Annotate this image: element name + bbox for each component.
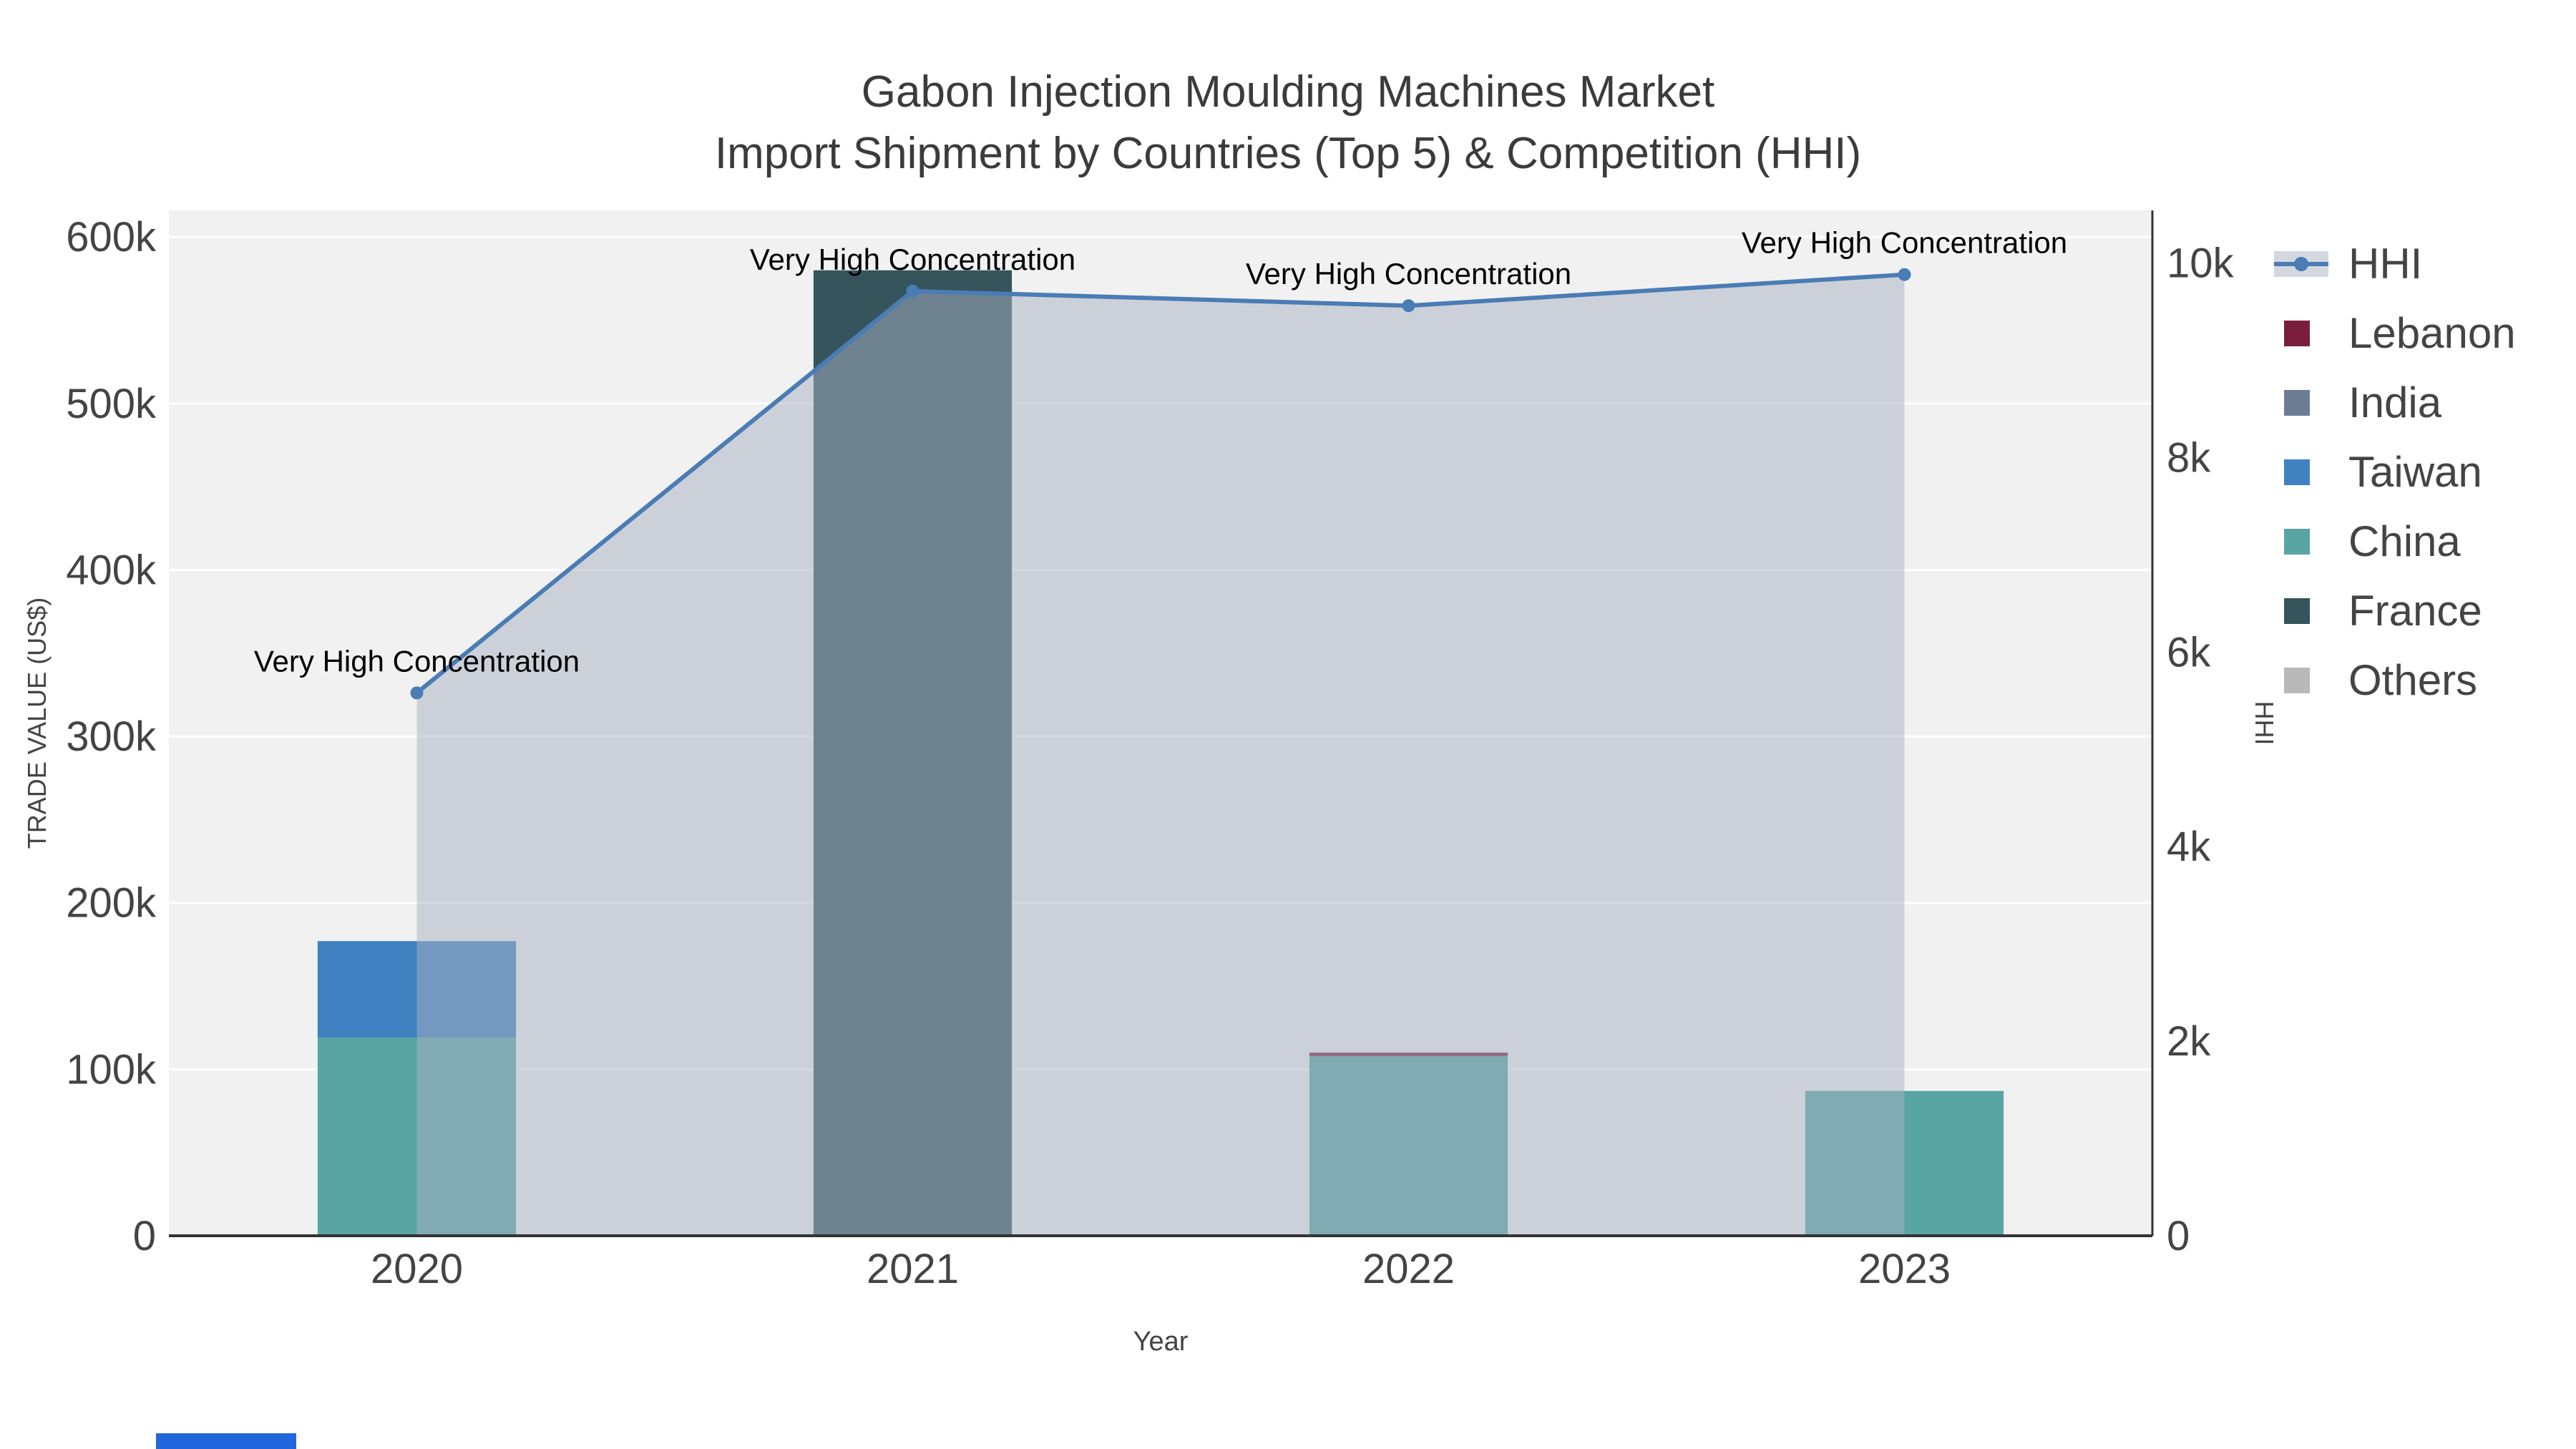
x-axis-tick-2023: 2023: [1858, 1246, 1951, 1292]
legend-square-marker: [2274, 319, 2331, 348]
right-axis-title: HHI: [2250, 701, 2279, 746]
hhi-line: [415, 272, 1905, 695]
legend-item-hhi[interactable]: HHI: [2274, 229, 2516, 298]
legend-item-india[interactable]: India: [2274, 368, 2516, 437]
bottom-blue-strip: [156, 1433, 296, 1449]
legend: HHI Lebanon India Taiwan China France Others: [2274, 229, 2516, 715]
legend-square-marker: [2274, 527, 2331, 556]
right-axis-tick: 10k: [2167, 240, 2235, 286]
x-axis-tick-2021: 2021: [867, 1246, 959, 1292]
left-axis-tick: 200k: [66, 880, 157, 927]
chart-title: Gabon Injection Moulding Machines Market…: [0, 62, 2576, 185]
legend-item-france[interactable]: France: [2274, 576, 2516, 645]
right-axis-tick: 8k: [2167, 434, 2211, 481]
legend-item-lebanon[interactable]: Lebanon: [2274, 298, 2516, 368]
right-axis-tick: 6k: [2167, 629, 2211, 675]
legend-line-marker: [2274, 250, 2331, 278]
legend-square-marker: [2274, 666, 2331, 695]
left-axis-tick: 400k: [66, 547, 157, 593]
hhi-marker-2022: [1402, 299, 1415, 313]
legend-label: Others: [2348, 656, 2478, 704]
left-axis-tick: 300k: [66, 713, 157, 760]
hhi-marker-2023: [1898, 268, 1911, 281]
legend-item-others[interactable]: Others: [2274, 645, 2516, 715]
legend-label: China: [2348, 517, 2461, 565]
hhi-area-fill: [416, 274, 1905, 1236]
left-axis-tick: 600k: [66, 214, 157, 260]
annotation-2022: Very High Concentration: [1246, 257, 1571, 291]
right-axis-tick: 2k: [2167, 1018, 2211, 1065]
left-axis-tick: 500k: [66, 381, 157, 427]
legend-square-marker: [2274, 597, 2331, 625]
hhi-marker-2020: [410, 686, 424, 700]
left-axis-tick: 0: [133, 1213, 156, 1259]
x-axis-tick-2020: 2020: [371, 1246, 463, 1292]
chart-title-line1: Gabon Injection Moulding Machines Market: [861, 67, 1715, 117]
legend-item-china[interactable]: China: [2274, 507, 2516, 576]
left-axis-title: TRADE VALUE (US$): [22, 597, 52, 849]
chart-title-line2: Import Shipment by Countries (Top 5) & C…: [714, 129, 1862, 178]
x-axis-tick-2022: 2022: [1362, 1246, 1455, 1292]
legend-label: India: [2348, 379, 2442, 426]
annotation-2020: Very High Concentration: [254, 644, 580, 678]
legend-item-taiwan[interactable]: Taiwan: [2274, 437, 2516, 507]
right-axis-tick: 0: [2167, 1213, 2190, 1259]
legend-label: Lebanon: [2348, 309, 2516, 357]
legend-square-marker: [2274, 389, 2331, 417]
annotation-2023: Very High Concentration: [1742, 226, 2067, 260]
legend-label: France: [2348, 587, 2482, 635]
left-axis-tick: 100k: [66, 1046, 157, 1093]
legend-label: Taiwan: [2348, 448, 2482, 496]
hhi-marker-2021: [906, 284, 919, 298]
annotation-2021: Very High Concentration: [750, 243, 1075, 276]
x-axis-title: Year: [1133, 1327, 1189, 1357]
legend-square-marker: [2274, 458, 2331, 487]
legend-label: HHI: [2348, 240, 2423, 288]
right-axis-tick: 4k: [2167, 824, 2211, 870]
